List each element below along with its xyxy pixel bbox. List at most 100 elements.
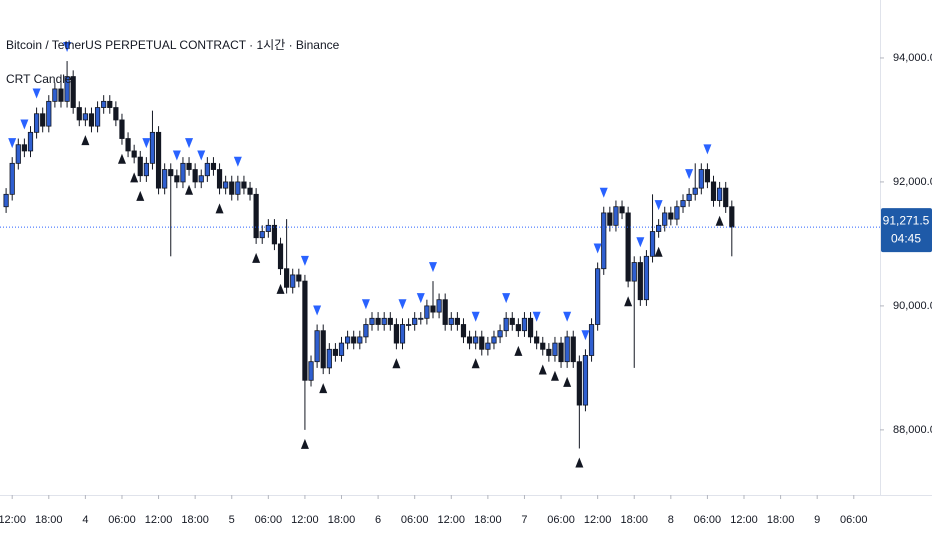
x-tick-label: 12:00 <box>0 514 26 526</box>
sell-marker <box>32 88 41 99</box>
candle-body <box>485 342 491 350</box>
candle-body <box>710 181 717 201</box>
candle-body <box>82 113 88 121</box>
sell-marker <box>233 156 242 167</box>
candle-body <box>70 76 76 108</box>
buy-marker <box>319 383 328 394</box>
x-tick-label: 12:00 <box>730 514 758 526</box>
buy-marker <box>471 358 480 369</box>
candle-body <box>375 317 381 325</box>
x-tick-label: 5 <box>229 514 235 526</box>
candle-body <box>46 100 52 127</box>
indicator-label: CRT Candle <box>6 72 72 86</box>
candle-body <box>662 212 668 226</box>
x-tick-label: 06:00 <box>547 514 575 526</box>
candle-body <box>405 324 412 326</box>
x-tick-label: 18:00 <box>328 514 356 526</box>
candle-body <box>204 162 210 177</box>
candle-body <box>259 231 265 239</box>
x-tick-label: 18:00 <box>35 514 63 526</box>
x-tick-label: 12:00 <box>584 514 612 526</box>
candle-body <box>479 336 485 350</box>
candle-body <box>381 317 387 325</box>
candle-body <box>174 175 180 183</box>
candle-body <box>357 336 363 344</box>
candle-body <box>625 212 631 282</box>
buy-marker <box>130 172 139 183</box>
candle-body <box>180 162 186 183</box>
candle-body <box>198 175 204 183</box>
sell-marker <box>685 169 694 180</box>
candle-body <box>162 169 168 189</box>
x-tick-label: 06:00 <box>401 514 429 526</box>
candle-body <box>674 206 680 220</box>
x-tick-label: 06:00 <box>694 514 722 526</box>
candle-body <box>253 193 259 239</box>
candle-body <box>186 162 192 170</box>
sell-marker <box>428 262 437 273</box>
candle-body <box>418 317 424 320</box>
sell-marker <box>197 150 206 161</box>
candle-body <box>223 181 229 189</box>
candle-body <box>363 324 369 338</box>
candle-body <box>21 144 27 152</box>
candle-body <box>442 299 448 325</box>
sell-marker <box>471 311 480 322</box>
sell-marker <box>703 144 712 155</box>
x-tick-label: 06:00 <box>840 514 868 526</box>
x-tick-label: 18:00 <box>181 514 209 526</box>
buy-marker <box>624 296 633 307</box>
candle-body <box>521 317 528 332</box>
candle-body <box>717 187 723 201</box>
candle-body <box>582 355 589 406</box>
candle-body <box>101 100 107 108</box>
candle-body <box>619 206 625 214</box>
buy-marker <box>252 252 261 263</box>
x-tick-label: 12:00 <box>438 514 466 526</box>
candle-body <box>149 131 156 164</box>
candle-body <box>503 317 509 332</box>
sell-marker <box>532 311 541 322</box>
sell-marker <box>416 293 425 304</box>
candle-body <box>540 342 546 350</box>
chart-title: Bitcoin / TetherUS PERPETUAL CONTRACT · … <box>6 38 340 52</box>
candle-body <box>729 206 735 228</box>
sell-marker <box>142 138 151 149</box>
candle-body <box>33 113 40 133</box>
candle-body <box>168 169 174 177</box>
candle-body <box>686 193 692 201</box>
candle-body <box>509 317 515 325</box>
x-tick-label: 7 <box>521 514 527 526</box>
sell-marker <box>300 255 309 266</box>
candle-body <box>473 336 479 344</box>
candle-body <box>216 169 223 189</box>
sell-marker <box>654 200 663 211</box>
candle-body <box>637 262 643 301</box>
x-tick-label: 9 <box>814 514 820 526</box>
candle-body <box>454 317 460 325</box>
buy-marker <box>117 153 126 164</box>
candle-body <box>399 324 406 344</box>
candle-body <box>497 330 503 338</box>
buy-marker <box>715 215 724 226</box>
y-tick-label: 88,000.0 <box>893 424 932 436</box>
candle-body <box>668 212 674 220</box>
candle-body <box>247 187 253 195</box>
candle-body <box>143 162 149 177</box>
candle-body <box>613 206 619 226</box>
candle-body <box>387 317 393 325</box>
buy-marker <box>276 283 285 294</box>
candle-body <box>15 144 21 164</box>
candle-body <box>40 113 46 127</box>
candle-body <box>155 131 162 189</box>
sell-marker <box>599 187 608 198</box>
sell-marker <box>636 237 645 248</box>
sell-marker <box>313 305 322 316</box>
buy-marker <box>514 345 523 356</box>
x-tick-label: 18:00 <box>767 514 795 526</box>
candle-body <box>643 255 650 301</box>
candle-body <box>290 274 296 288</box>
candle-body <box>9 162 15 195</box>
candle-body <box>564 336 570 363</box>
x-tick-label: 8 <box>668 514 674 526</box>
